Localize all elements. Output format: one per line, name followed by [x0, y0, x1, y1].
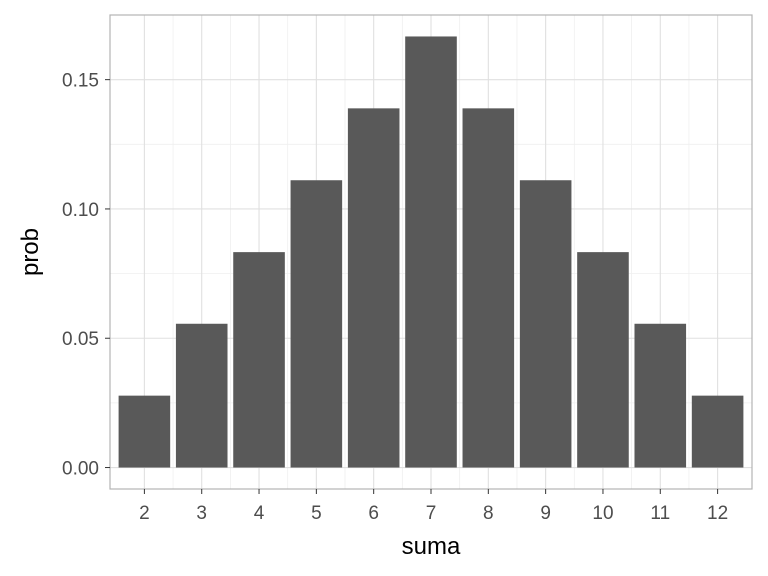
x-tick-label: 2	[139, 503, 150, 524]
bar-5	[290, 180, 343, 468]
bar-4	[233, 252, 285, 468]
x-tick-label: 8	[483, 503, 494, 524]
bar-9	[519, 180, 572, 468]
x-axis: 2 3 4 5 6 7 8 9 10 11 12	[139, 489, 728, 524]
x-tick-label: 5	[311, 503, 322, 524]
y-axis: 0.00 0.05 0.10 0.15	[62, 71, 110, 480]
x-tick-label: 7	[426, 503, 437, 524]
bar-7	[405, 36, 457, 468]
y-axis-title: prob	[17, 228, 44, 276]
bar-6	[347, 108, 400, 468]
y-tick-label: 0.15	[62, 71, 99, 92]
x-tick-label: 9	[540, 503, 551, 524]
bar-3	[175, 323, 228, 468]
x-tick-label: 4	[254, 503, 265, 524]
bar-2	[118, 395, 171, 468]
bar-8	[462, 108, 515, 468]
bar-10	[577, 252, 629, 468]
bar-11	[634, 323, 687, 468]
x-tick-label: 6	[368, 503, 379, 524]
y-tick-label: 0.05	[62, 329, 99, 350]
x-tick-label: 3	[196, 503, 207, 524]
y-tick-label: 0.00	[62, 459, 99, 480]
x-tick-label: 11	[650, 503, 670, 524]
bar-12	[691, 395, 744, 468]
y-tick-label: 0.10	[62, 200, 99, 221]
bars	[118, 36, 744, 468]
x-tick-label: 12	[707, 503, 728, 524]
x-tick-label: 10	[592, 503, 613, 524]
x-axis-title: suma	[402, 533, 461, 560]
